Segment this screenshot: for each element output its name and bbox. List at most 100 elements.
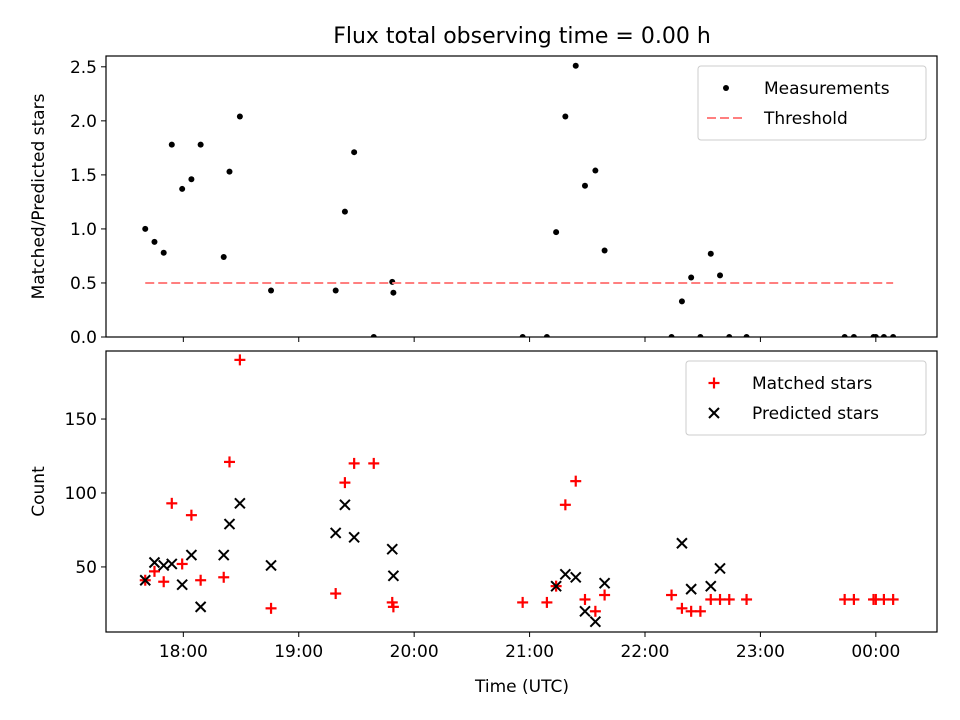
count-panel-legend-box — [685, 360, 927, 436]
matched-stars-point — [694, 605, 706, 617]
predicted-stars-point — [339, 499, 351, 511]
matched-stars-point — [839, 593, 851, 605]
panels: 0.0 0.5 1.0 1.5 2.0 2.5 Matched/Predicted star… — [29, 55, 938, 662]
count-panel-legend-key-predicted-stars — [708, 407, 720, 419]
measurements-point — [188, 176, 195, 183]
predicted-stars-point — [223, 518, 236, 530]
measurements-point — [668, 334, 675, 337]
count-panel-y-axis-label: Count — [29, 466, 49, 517]
matched-stars-point — [723, 593, 735, 605]
count-panel-xtick-label: 19:00 — [274, 642, 323, 662]
predicted-stars-point — [589, 615, 602, 628]
predicted-stars-point-b — [234, 497, 246, 510]
measurements-point — [389, 278, 396, 285]
predicted-stars-point-b — [148, 556, 161, 569]
count-panel-legend-label-predicted-stars: Predicted stars — [752, 404, 879, 424]
measurements-point — [151, 238, 158, 245]
predicted-stars-point — [598, 577, 611, 589]
ratio-panel-frame — [105, 55, 938, 338]
count-panel-xtick-label: 18:00 — [159, 642, 208, 662]
predicted-stars-point-b — [387, 570, 400, 582]
measurements-point — [697, 334, 704, 337]
measurements-point — [572, 62, 579, 69]
predicted-stars-point — [329, 527, 342, 539]
matched-stars-point — [330, 588, 342, 600]
count-panel-legend-label-matched-stars: Matched stars — [752, 374, 872, 394]
count-panel-legend-key-predicted-stars-b — [708, 407, 720, 419]
matched-stars-point — [570, 475, 582, 487]
predicted-stars-point — [166, 558, 178, 570]
ratio-panel: 0.0 0.5 1.0 1.5 2.0 2.5 Matched/Predicted star… — [29, 55, 938, 348]
predicted-stars-point — [176, 578, 188, 591]
count-panel-xtick-label: 20:00 — [390, 642, 439, 662]
predicted-stars-point — [265, 559, 277, 572]
measurements-point — [678, 298, 685, 305]
predicted-stars-point-b — [339, 499, 351, 511]
count-panel: 50 100 150 18:00 19:00 20:00 21:00 22:00 23:00 00… — [29, 350, 938, 662]
measurements-point — [562, 113, 569, 120]
matched-stars-point — [714, 593, 726, 605]
ratio-panel-legend-box — [697, 65, 927, 141]
predicted-stars-point — [559, 568, 572, 581]
predicted-stars-point-b — [348, 531, 360, 544]
measurements-point — [268, 287, 275, 294]
count-panel-xtick-label: 00:00 — [851, 642, 900, 662]
predicted-stars-point-b — [559, 568, 572, 581]
matched-stars-point — [368, 457, 380, 469]
matched-stars-point — [517, 596, 529, 608]
matched-stars-point — [599, 589, 611, 601]
matched-stars-point — [741, 593, 753, 605]
predicted-stars-point — [676, 537, 688, 549]
ratio-panel-legend-label-measurements: Measurements — [764, 79, 890, 99]
matched-stars-point — [387, 601, 399, 613]
x-axis-label: Time (UTC) — [474, 677, 569, 697]
predicted-stars-point-b — [329, 527, 342, 539]
predicted-stars-point-b — [598, 577, 611, 589]
measurements-point — [226, 168, 233, 175]
ratio-panel-ytick-label: 0.0 — [70, 328, 97, 348]
matched-stars-point — [878, 593, 890, 605]
matched-stars-point — [887, 593, 899, 605]
measurements-point — [601, 247, 608, 254]
predicted-stars-point — [386, 543, 398, 555]
matched-stars-point — [148, 565, 160, 577]
measurements-point — [351, 149, 358, 156]
measurements-point — [179, 185, 186, 192]
predicted-stars-point-b — [579, 605, 591, 618]
chart-title: Flux total observing time = 0.00 h — [333, 24, 711, 49]
predicted-stars-point — [194, 601, 207, 613]
predicted-stars-point — [579, 605, 591, 618]
count-panel-xtick-label: 22:00 — [620, 642, 669, 662]
count-panel-xtick-label: 23:00 — [736, 642, 785, 662]
matched-stars-point — [579, 593, 591, 605]
measurements-point — [707, 250, 714, 257]
matched-stars-point — [166, 497, 178, 509]
matched-stars-point — [348, 457, 360, 469]
ratio-panel-ytick-label: 1.5 — [70, 166, 97, 186]
matched-stars-point — [676, 602, 688, 614]
predicted-stars-point — [218, 549, 230, 561]
measurements-point — [160, 249, 167, 256]
predicted-stars-point-b — [185, 549, 198, 561]
predicted-stars-point — [714, 562, 726, 575]
predicted-stars-point-b — [676, 537, 688, 549]
measurements-point — [370, 334, 377, 337]
predicted-stars-point-b — [550, 580, 562, 592]
predicted-stars-point — [185, 549, 198, 561]
count-panel-legend-key-matched-stars — [708, 377, 720, 389]
predicted-stars-point-b — [589, 615, 602, 628]
matched-stars-point — [589, 605, 601, 617]
matched-stars-point — [559, 499, 571, 511]
count-panel-data — [139, 354, 899, 628]
measurements-point — [332, 287, 339, 294]
measurements-point — [168, 141, 175, 148]
ratio-panel-ytick-label: 0.5 — [70, 274, 97, 294]
predicted-stars-point — [685, 583, 697, 595]
predicted-stars-point-b — [685, 583, 697, 595]
predicted-stars-point-b — [705, 580, 717, 592]
predicted-stars-point — [348, 531, 360, 544]
measurements-point — [850, 334, 857, 337]
predicted-stars-point-b — [166, 558, 178, 570]
measurements-point — [581, 182, 588, 189]
